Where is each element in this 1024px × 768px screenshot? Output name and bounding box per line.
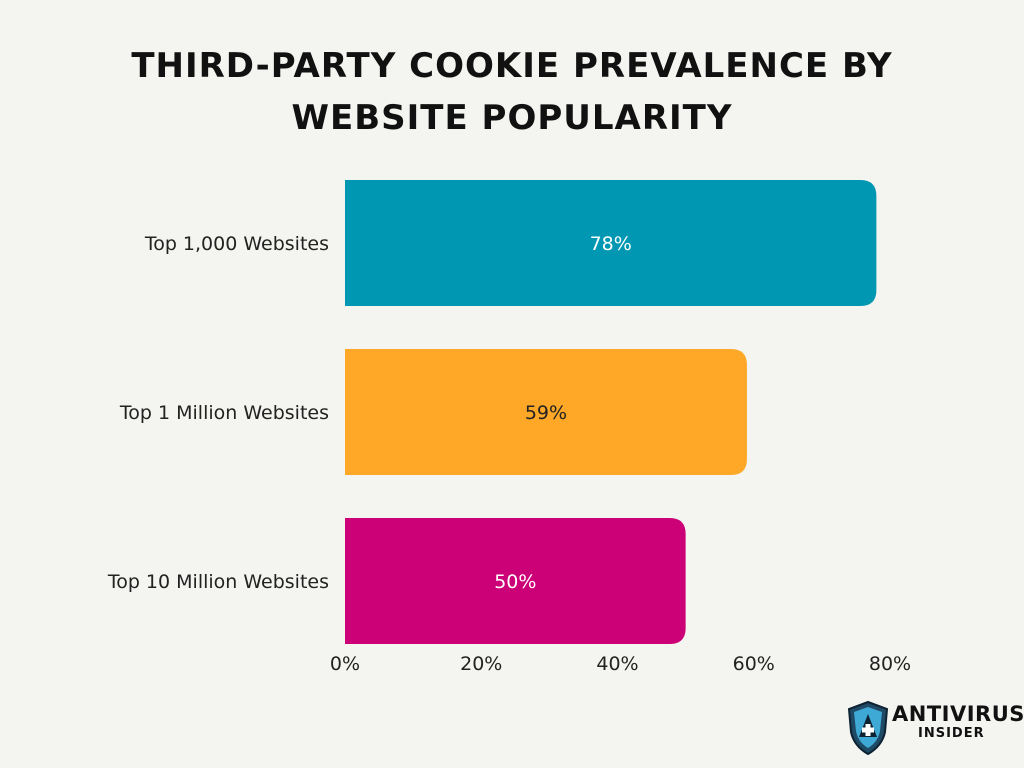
logo-text-antivirus: ANTIVIRUS	[892, 702, 1024, 726]
category-label-2: Top 1 Million Websites	[119, 402, 329, 424]
x-tick-label-20: 20%	[460, 653, 502, 675]
bar-3	[345, 518, 686, 644]
x-tick-label-0: 0%	[330, 653, 360, 675]
bar-2	[345, 349, 747, 475]
data-label-3: 50%	[494, 571, 536, 593]
category-label-1: Top 1,000 Websites	[144, 233, 329, 255]
antivirus-insider-logo: ANTIVIRUS INSIDER	[846, 700, 1024, 756]
x-tick-label-80: 80%	[869, 653, 911, 675]
bar-1	[345, 180, 877, 306]
data-label-1: 78%	[590, 233, 632, 255]
chart-title-line-1: Third-Party Cookie Prevalence by	[131, 46, 893, 86]
category-label-3: Top 10 Million Websites	[107, 571, 329, 593]
shield-plus-icon	[847, 700, 889, 756]
x-tick-label-40: 40%	[596, 653, 638, 675]
chart-title-line-2: Website Popularity	[291, 98, 733, 138]
data-label-2: 59%	[525, 402, 567, 424]
logo-wordmark: ANTIVIRUS INSIDER	[892, 702, 1024, 741]
x-tick-label-60: 60%	[733, 653, 775, 675]
logo-text-insider: INSIDER	[918, 726, 985, 741]
